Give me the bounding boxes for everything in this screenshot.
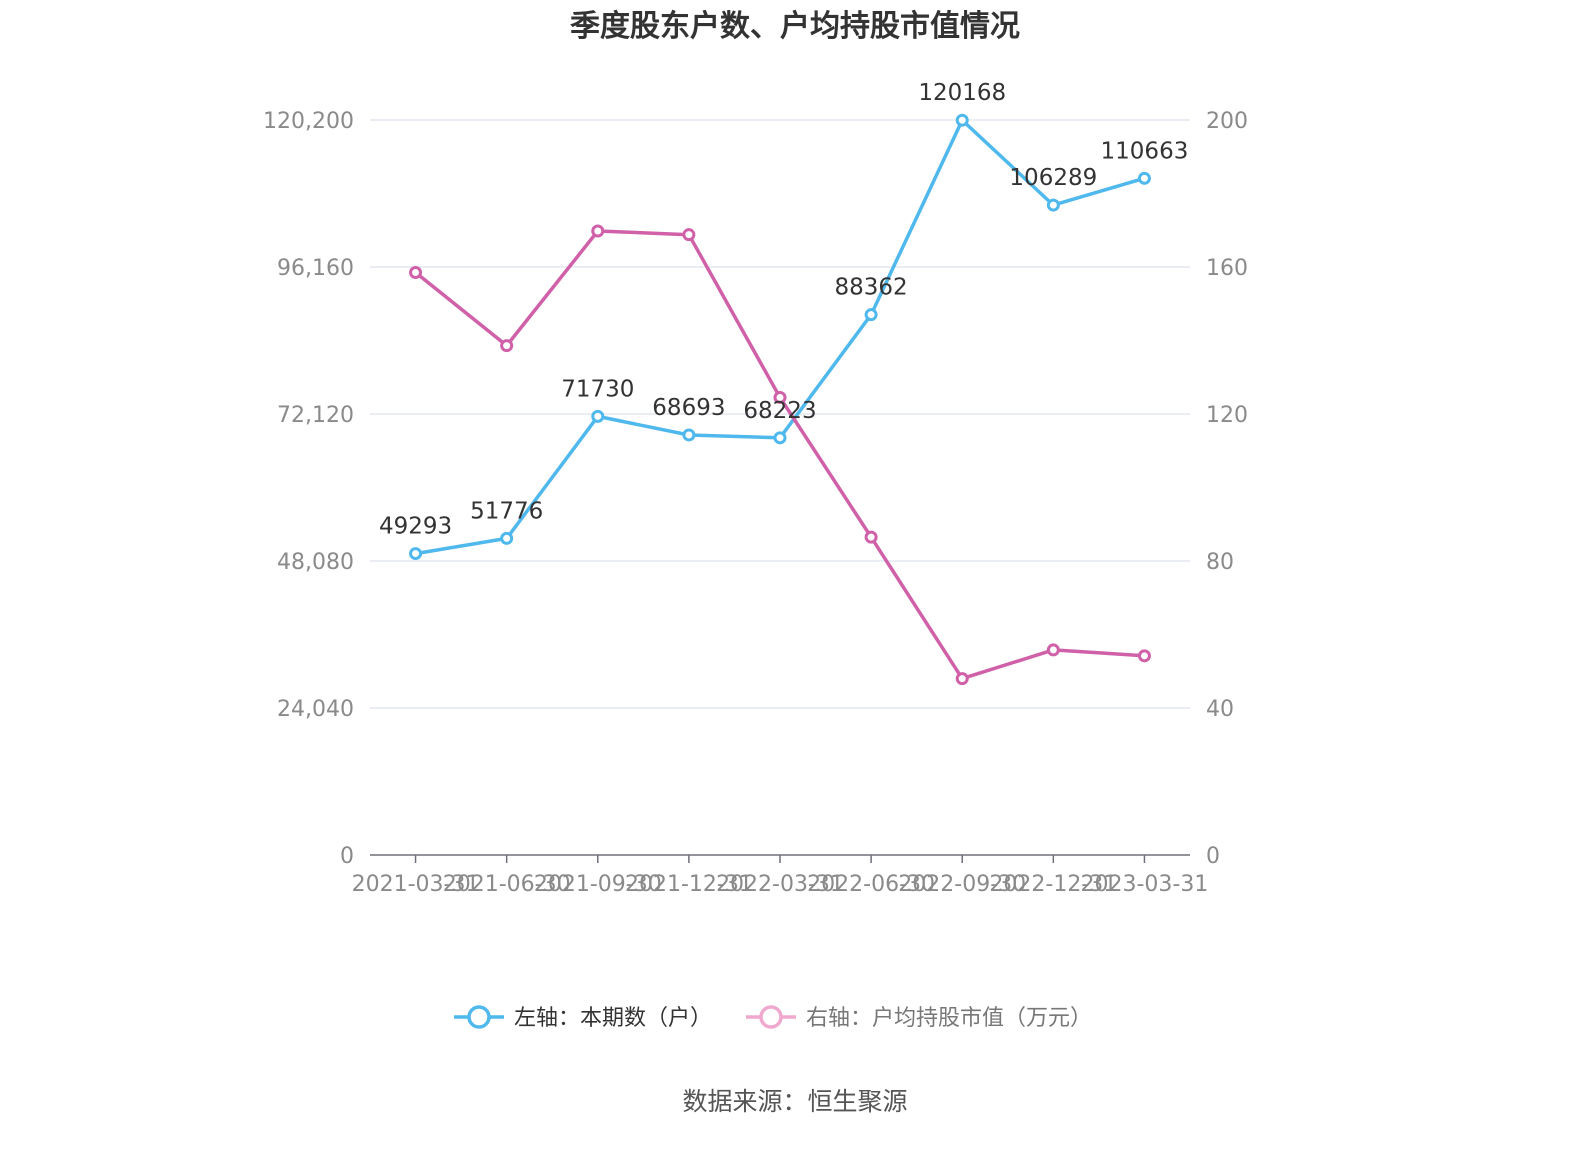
data-label: 49293 [379, 514, 452, 540]
data-point [409, 266, 423, 280]
y-left-tick-label: 120,200 [263, 109, 354, 134]
data-label: 51776 [470, 498, 543, 524]
series-line-right [414, 229, 1145, 681]
y-left-tick-label: 48,080 [277, 550, 354, 575]
x-tick-label: 2022-06-30 [807, 872, 935, 897]
data-label: 106289 [1009, 165, 1097, 191]
x-tick-label: 2021-06-30 [443, 872, 571, 897]
y-right-tick-label: 80 [1206, 550, 1234, 575]
y-left-tick-label: 72,120 [277, 403, 354, 428]
data-label: 110663 [1101, 138, 1189, 164]
y-left-tick-label: 24,040 [277, 697, 354, 722]
y-right-tick-label: 200 [1206, 109, 1248, 134]
data-point [1046, 643, 1060, 657]
x-tick-label: 2022-12-31 [989, 872, 1117, 897]
legend-label: 左轴：本期数（户） [514, 1006, 712, 1031]
x-axis: 2021-03-312021-06-302021-09-302021-12-31… [352, 854, 1209, 897]
y-right-tick-label: 0 [1206, 844, 1220, 869]
data-point [409, 547, 423, 561]
x-tick-label: 2022-03-31 [716, 872, 844, 897]
legend-item-right[interactable]: 右轴：户均持股市值（万元） [746, 1005, 1092, 1031]
data-point [682, 228, 696, 242]
x-tick-label: 2021-12-31 [625, 872, 753, 897]
legend-item-left[interactable]: 左轴：本期数（户） [454, 1005, 712, 1031]
legend-circle-icon [759, 1005, 783, 1029]
grid-lines [370, 119, 1190, 709]
data-point [591, 409, 605, 423]
legend-label: 右轴：户均持股市值（万元） [806, 1006, 1092, 1031]
data-label: 120168 [918, 80, 1006, 106]
data-point [1046, 198, 1060, 212]
data-point [955, 113, 969, 127]
y-right-tick-label: 40 [1206, 697, 1234, 722]
chart-title: 季度股东户数、户均持股市值情况 [570, 9, 1020, 44]
left-axis: 0 24,040 48,080 72,120 96,160 120,200 [263, 109, 354, 869]
data-point [773, 431, 787, 445]
data-point [682, 428, 696, 442]
data-label: 88362 [835, 275, 908, 301]
data-labels: 49293 51776 71730 68693 68223 88362 120168 1062… [379, 80, 1188, 539]
y-left-tick-label: 96,160 [277, 256, 354, 281]
legend[interactable]: 左轴：本期数（户） 右轴：户均持股市值（万元） [454, 1005, 1092, 1031]
data-point [1137, 649, 1151, 663]
data-label: 68693 [652, 395, 725, 421]
data-point [500, 531, 514, 545]
right-axis: 0 40 80 120 160 200 [1206, 109, 1248, 869]
series-layer [409, 113, 1151, 686]
data-point [864, 530, 878, 544]
x-tick-label: 2023-03-31 [1081, 872, 1209, 897]
y-right-tick-label: 160 [1206, 256, 1248, 281]
data-label: 68223 [743, 398, 816, 424]
y-right-tick-label: 120 [1206, 403, 1248, 428]
data-point [955, 672, 969, 686]
y-left-tick-label: 0 [340, 844, 354, 869]
x-tick-label: 2021-09-30 [534, 872, 662, 897]
x-tick-label: 2022-09-30 [898, 872, 1026, 897]
data-point [864, 308, 878, 322]
data-point [500, 339, 514, 353]
x-tick-label: 2021-03-31 [352, 872, 480, 897]
data-point [1137, 171, 1151, 185]
data-point [773, 390, 787, 404]
legend-circle-icon [467, 1005, 491, 1029]
data-point [591, 224, 605, 238]
data-label: 71730 [561, 376, 634, 402]
source-note: 数据来源：恒生聚源 [682, 1087, 907, 1116]
